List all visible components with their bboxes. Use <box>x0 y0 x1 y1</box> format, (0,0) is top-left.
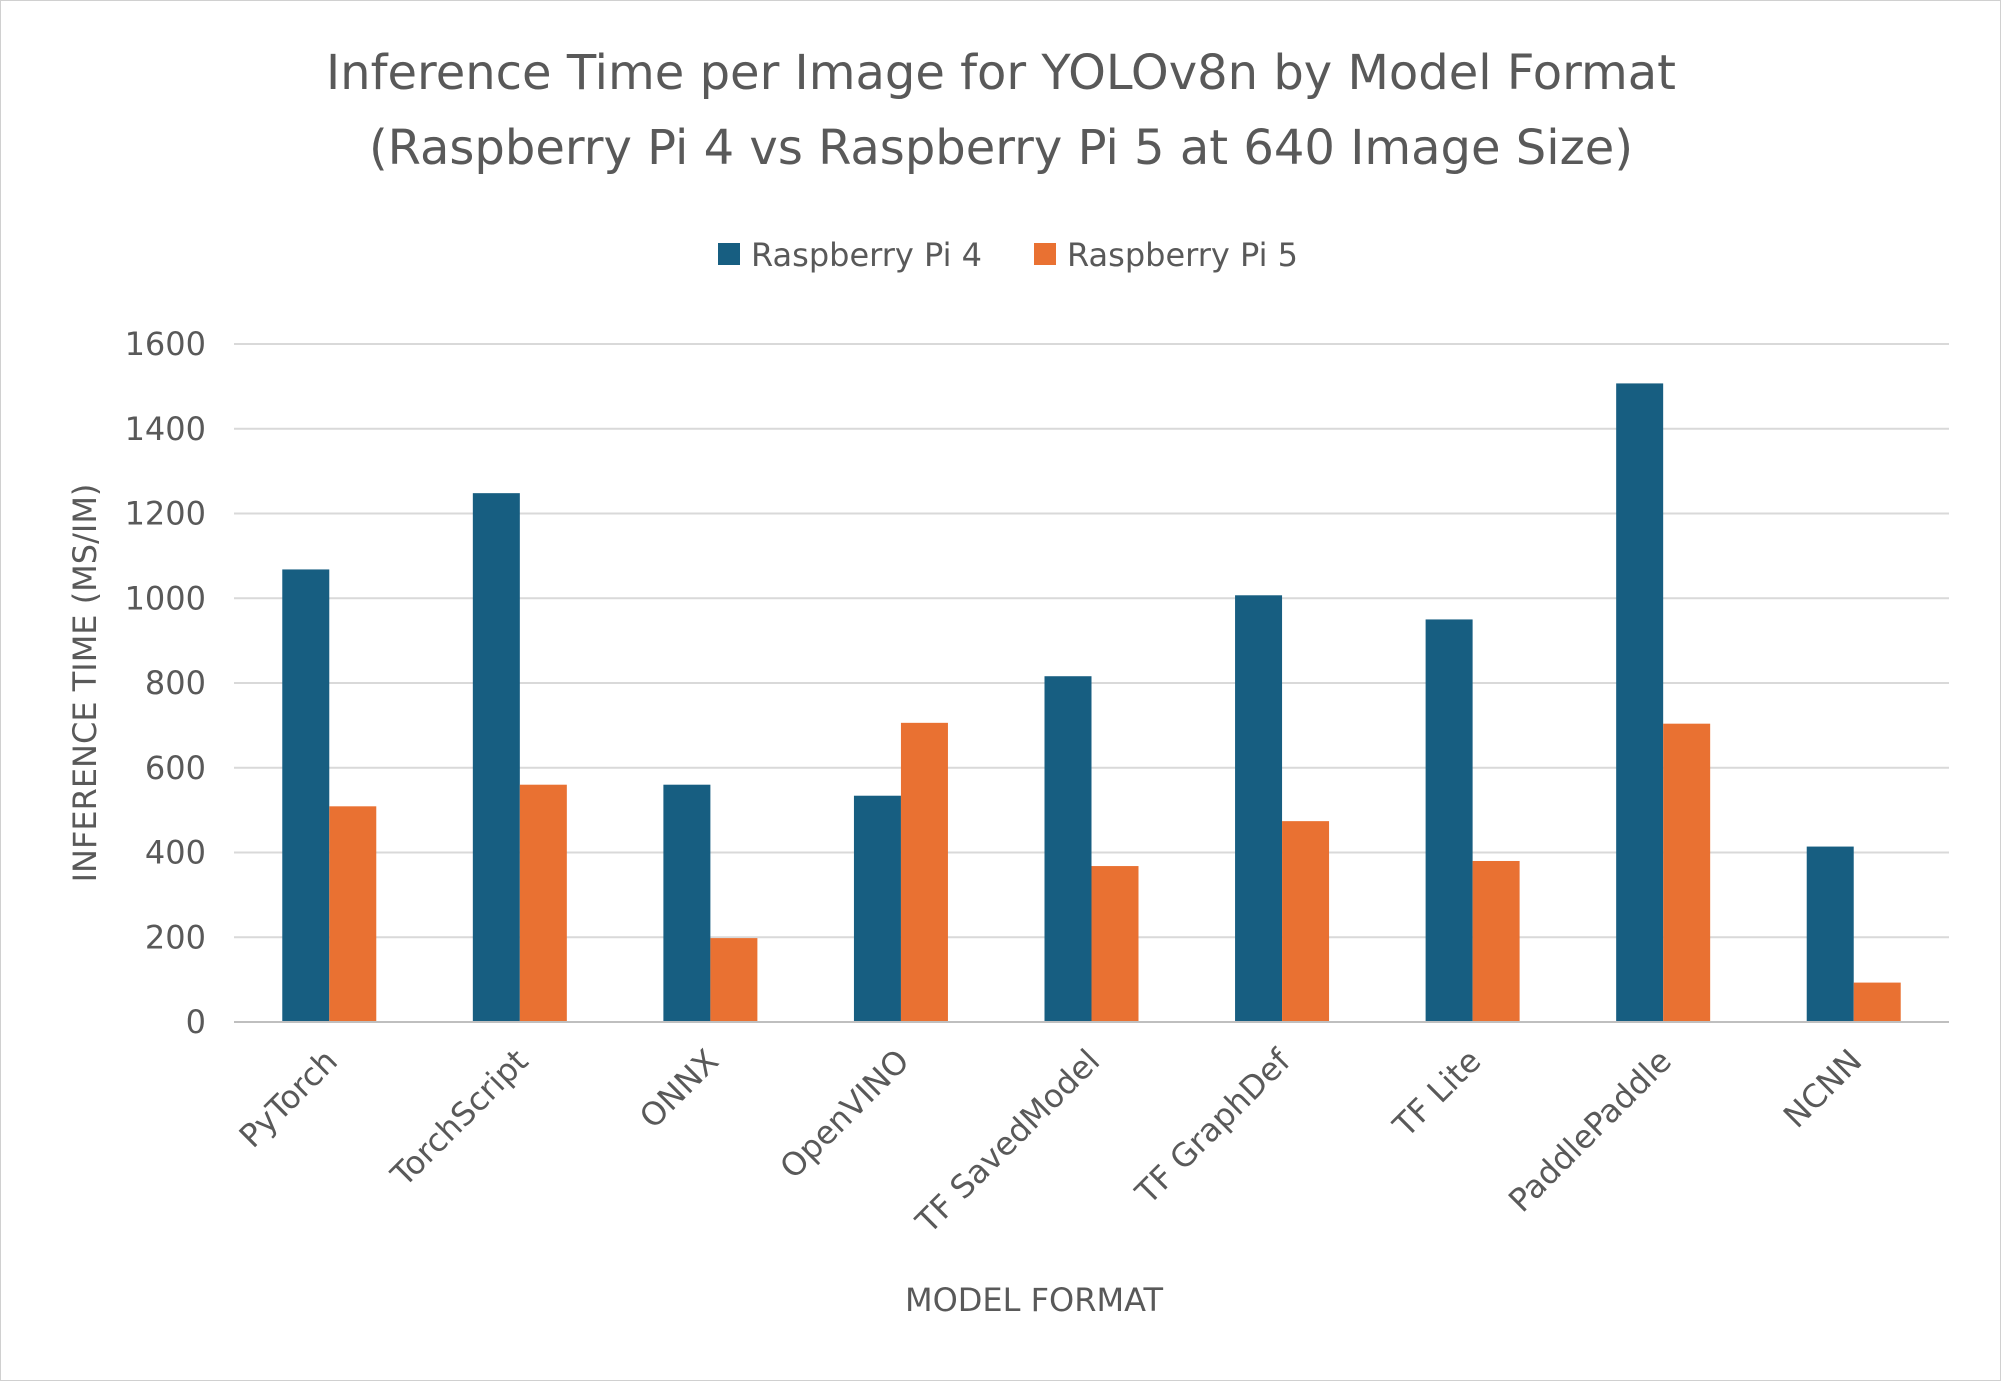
y-tick-label-200: 200 <box>145 918 206 956</box>
bar-tf-lite-raspberry-pi-4 <box>1425 619 1473 1022</box>
bars <box>282 383 1901 1022</box>
bar-onnx-raspberry-pi-4 <box>663 784 711 1022</box>
x-tick-label-tf-savedmodel: TF SavedModel <box>908 1042 1107 1241</box>
bar-tf-savedmodel-raspberry-pi-5 <box>1091 866 1139 1022</box>
bar-torchscript-raspberry-pi-5 <box>519 784 567 1022</box>
bar-tf-graphdef-raspberry-pi-5 <box>1282 821 1330 1022</box>
bar-openvino-raspberry-pi-4 <box>853 795 901 1022</box>
x-tick-label-ncnn: NCNN <box>1776 1042 1869 1135</box>
bar-tf-savedmodel-raspberry-pi-4 <box>1044 676 1092 1022</box>
bar-ncnn-raspberry-pi-4 <box>1806 846 1854 1022</box>
bar-paddlepaddle-raspberry-pi-4 <box>1616 383 1664 1022</box>
bar-openvino-raspberry-pi-5 <box>900 722 948 1022</box>
y-tick-label-600: 600 <box>145 749 206 787</box>
y-axis-ticks: 0 200 400 600 800 1000 1200 1400 1600 <box>125 325 206 1041</box>
x-axis-title: MODEL FORMAT <box>905 1281 1164 1319</box>
bar-ncnn-raspberry-pi-5 <box>1853 982 1901 1022</box>
y-tick-label-400: 400 <box>145 834 206 872</box>
bar-paddlepaddle-raspberry-pi-5 <box>1663 723 1711 1022</box>
x-tick-label-paddlepaddle: PaddlePaddle <box>1501 1042 1679 1220</box>
chart-subtitle: (Raspberry Pi 4 vs Raspberry Pi 5 at 640… <box>369 120 1633 176</box>
chart-title: Inference Time per Image for YOLOv8n by … <box>326 45 1676 101</box>
y-tick-label-0: 0 <box>186 1003 206 1041</box>
x-tick-label-pytorch: PyTorch <box>232 1042 345 1155</box>
legend-swatch-raspberry-pi-4 <box>718 243 740 265</box>
y-axis-title: INFERENCE TIME (MS/IM) <box>66 484 104 883</box>
x-tick-label-torchscript: TorchScript <box>383 1042 536 1195</box>
bar-pytorch-raspberry-pi-5 <box>329 806 377 1022</box>
y-tick-label-800: 800 <box>145 664 206 702</box>
x-tick-label-openvino: OpenVINO <box>772 1042 916 1186</box>
x-tick-label-tf-lite: TF Lite <box>1385 1042 1488 1145</box>
bar-tf-lite-raspberry-pi-5 <box>1472 860 1520 1022</box>
bar-torchscript-raspberry-pi-4 <box>472 493 520 1022</box>
bar-onnx-raspberry-pi-5 <box>710 938 758 1022</box>
x-tick-label-tf-graphdef: TF GraphDef <box>1127 1041 1298 1212</box>
y-tick-label-1400: 1400 <box>125 410 206 448</box>
y-tick-label-1600: 1600 <box>125 325 206 363</box>
legend-swatch-raspberry-pi-5 <box>1034 243 1056 265</box>
bar-tf-graphdef-raspberry-pi-4 <box>1235 595 1283 1022</box>
legend: Raspberry Pi 4 Raspberry Pi 5 <box>718 236 1298 274</box>
y-tick-label-1200: 1200 <box>125 495 206 533</box>
x-tick-label-onnx: ONNX <box>632 1042 726 1136</box>
y-tick-label-1000: 1000 <box>125 579 206 617</box>
legend-label-raspberry-pi-4: Raspberry Pi 4 <box>751 236 982 274</box>
legend-label-raspberry-pi-5: Raspberry Pi 5 <box>1067 236 1298 274</box>
bar-pytorch-raspberry-pi-4 <box>282 569 330 1022</box>
